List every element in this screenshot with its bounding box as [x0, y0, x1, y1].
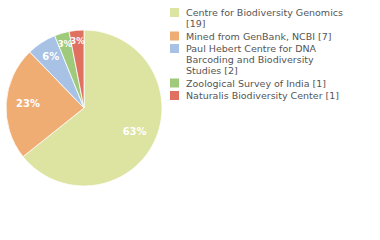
legend-line: Zoological Survey of India [1]: [186, 78, 326, 89]
data-label: 3%: [70, 36, 85, 46]
legend-label: Centre for Biodiversity Genomics[19]: [186, 7, 343, 29]
legend-label: Mined from GenBank, NCBI [7]: [186, 31, 332, 42]
data-label: 23%: [16, 98, 40, 109]
legend-line: Paul Hebert Centre for DNA: [186, 43, 317, 54]
legend-label: Zoological Survey of India [1]: [186, 78, 326, 89]
legend: Centre for Biodiversity Genomics[19] Mine…: [170, 7, 343, 101]
data-label: 63%: [123, 126, 147, 137]
chart: 63%23%6%3%3%Centre for Biodiversity Geno…: [0, 0, 380, 240]
legend-swatch: [170, 32, 179, 41]
legend-line: Naturalis Biodiversity Center [1]: [186, 90, 339, 101]
legend-label: Paul Hebert Centre for DNABarcoding and …: [186, 43, 317, 76]
legend-line: [19]: [186, 18, 206, 29]
data-label: 6%: [42, 51, 59, 62]
legend-line: Barcoding and Biodiversity: [186, 54, 314, 65]
legend-swatch: [170, 79, 179, 88]
legend-swatch: [170, 91, 179, 100]
legend-swatch: [170, 44, 179, 53]
legend-line: Mined from GenBank, NCBI [7]: [186, 31, 332, 42]
legend-label: Naturalis Biodiversity Center [1]: [186, 90, 339, 101]
legend-line: Centre for Biodiversity Genomics: [186, 7, 343, 18]
legend-line: Studies [2]: [186, 65, 238, 76]
pie: [6, 30, 162, 186]
legend-swatch: [170, 8, 179, 17]
